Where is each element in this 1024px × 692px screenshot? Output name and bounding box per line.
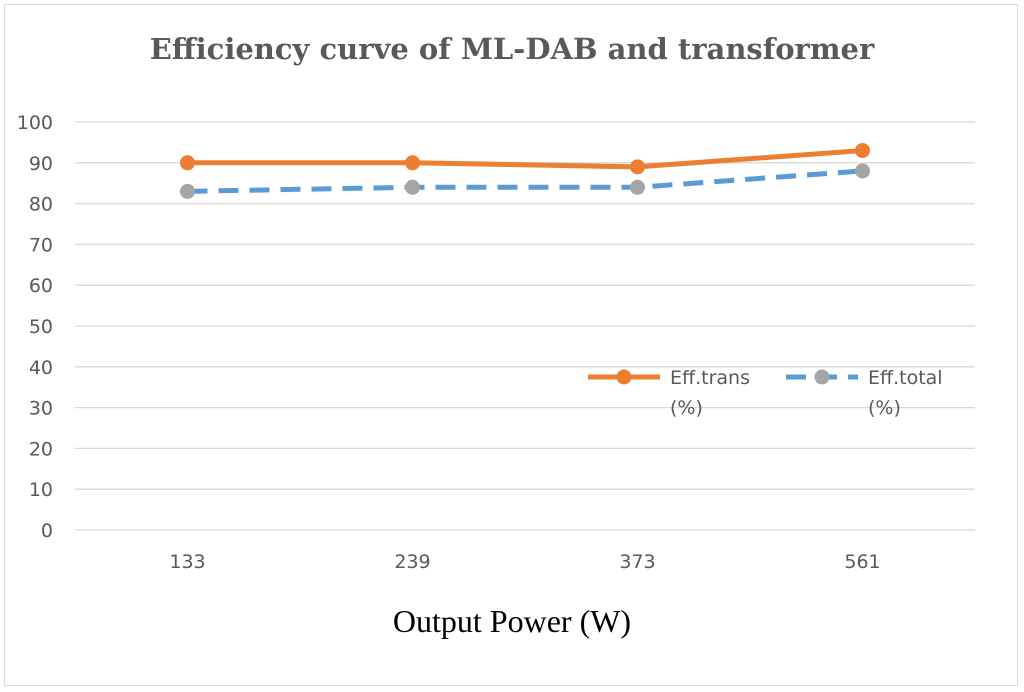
x-axis-label: Output Power (W) (393, 603, 631, 639)
x-axis-ticks: 133 239 373 561 (169, 551, 880, 573)
y-axis-ticks: 0 10 20 30 40 50 60 70 80 90 100 (17, 112, 53, 542)
legend-label-eff-trans-line2: (%) (670, 397, 703, 419)
data-point-eff-trans-133 (180, 155, 195, 171)
y-tick-label-40: 40 (29, 357, 53, 379)
chart-title: Efficiency curve of ML-DAB and transform… (150, 32, 875, 66)
x-tick-label-373: 373 (619, 551, 655, 573)
legend: Eff.trans (%) Eff.total (%) (588, 367, 943, 419)
y-tick-label-60: 60 (29, 275, 53, 297)
series-group (180, 143, 870, 199)
data-point-eff-total-133 (180, 183, 195, 199)
y-tick-label-30: 30 (29, 398, 53, 420)
series-line-eff-trans (185, 148, 865, 170)
data-point-eff-total-561 (855, 163, 870, 179)
data-point-eff-total-239 (405, 179, 420, 195)
legend-marker-eff-total (814, 369, 830, 385)
y-tick-label-20: 20 (29, 438, 53, 460)
y-tick-label-70: 70 (29, 234, 53, 256)
data-point-eff-trans-239 (405, 155, 420, 171)
x-tick-label-133: 133 (169, 551, 205, 573)
legend-label-eff-total-line1: Eff.total (868, 367, 943, 389)
y-tick-label-50: 50 (29, 316, 53, 338)
gridlines (75, 121, 975, 531)
data-point-eff-trans-561 (855, 143, 870, 159)
data-point-eff-total-373 (630, 179, 645, 195)
x-tick-label-239: 239 (394, 551, 430, 573)
y-tick-label-90: 90 (29, 153, 53, 175)
data-point-eff-trans-373 (630, 159, 645, 175)
y-tick-label-10: 10 (29, 479, 53, 501)
y-tick-label-100: 100 (17, 112, 53, 134)
y-tick-label-0: 0 (41, 520, 53, 542)
chart-frame (4, 4, 1018, 686)
x-tick-label-561: 561 (844, 551, 880, 573)
series-line-eff-total (187, 168, 863, 194)
legend-marker-eff-trans (616, 369, 632, 385)
y-tick-label-80: 80 (29, 194, 53, 216)
legend-label-eff-trans-line1: Eff.trans (670, 367, 750, 389)
legend-label-eff-total-line2: (%) (868, 397, 901, 419)
